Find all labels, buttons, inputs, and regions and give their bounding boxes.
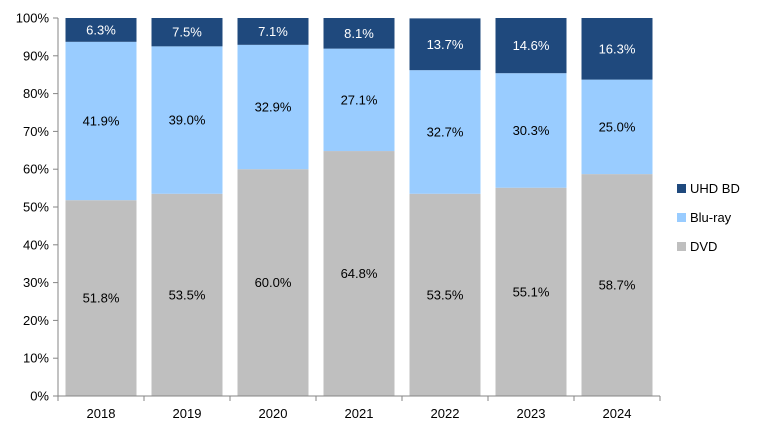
bar-blu-ray-2024 xyxy=(581,79,653,175)
y-tick-label-3: 30% xyxy=(23,275,49,290)
y-tick-label-6: 60% xyxy=(23,162,49,177)
bar-blu-ray-2019 xyxy=(151,46,223,194)
y-tick-label-4: 40% xyxy=(23,237,49,252)
legend-swatch-dvd xyxy=(677,242,686,251)
bar-blu-ray-2022 xyxy=(409,70,481,194)
data-label-dvd-2022: 53.5% xyxy=(427,287,464,302)
bar-blu-ray-2018 xyxy=(65,41,137,201)
bar-uhd-bd-2024 xyxy=(581,18,653,80)
data-label-uhd-bd-2022: 13.7% xyxy=(427,37,464,52)
bar-blu-ray-2020 xyxy=(237,44,309,170)
axes-layer: 0% 10% 20% 30% 40% 50% 60% 70% 80% 90% 100% 2018 201… xyxy=(16,11,661,421)
bar-dvd-2023 xyxy=(495,187,567,396)
data-label-blu-ray-2022: 32.7% xyxy=(427,124,464,139)
x-tick-label-2023: 2023 xyxy=(517,406,546,421)
data-label-dvd-2024: 58.7% xyxy=(599,278,636,293)
data-label-blu-ray-2018: 41.9% xyxy=(83,114,120,129)
data-label-dvd-2023: 55.1% xyxy=(513,284,550,299)
y-tick-label-5: 50% xyxy=(23,200,49,215)
data-label-uhd-bd-2020: 7.1% xyxy=(258,24,288,39)
data-label-blu-ray-2024: 25.0% xyxy=(599,119,636,134)
data-label-dvd-2018: 51.8% xyxy=(83,291,120,306)
bar-dvd-2018 xyxy=(65,200,137,396)
bar-uhd-bd-2022 xyxy=(409,18,481,71)
x-tick-label-2024: 2024 xyxy=(603,406,632,421)
x-tick-label-2018: 2018 xyxy=(87,406,116,421)
legend-swatch-uhd-bd xyxy=(677,184,686,193)
data-label-uhd-bd-2021: 8.1% xyxy=(344,26,374,41)
bar-dvd-2021 xyxy=(323,151,395,396)
data-labels-layer: 51.8% 41.9% 6.3% 53.5% 39.0% 7.5% 60.0% 32.9% 7.… xyxy=(83,22,636,305)
bar-dvd-2024 xyxy=(581,174,653,396)
bar-uhd-bd-2018 xyxy=(65,18,137,42)
bar-uhd-bd-2019 xyxy=(151,18,223,47)
y-tick-label-7: 70% xyxy=(23,124,49,139)
bar-uhd-bd-2021 xyxy=(323,18,395,49)
data-label-uhd-bd-2018: 6.3% xyxy=(86,22,116,37)
x-tick-label-2021: 2021 xyxy=(345,406,374,421)
data-label-dvd-2021: 64.8% xyxy=(341,266,378,281)
legend-swatch-blu-ray xyxy=(677,213,686,222)
bar-dvd-2022 xyxy=(409,193,481,396)
data-label-uhd-bd-2024: 16.3% xyxy=(599,41,636,56)
y-tick-label-1: 10% xyxy=(23,351,49,366)
legend-label-dvd: DVD xyxy=(690,239,717,254)
data-label-blu-ray-2019: 39.0% xyxy=(169,113,206,128)
legend-label-blu-ray: Blu-ray xyxy=(690,210,732,225)
bar-dvd-2020 xyxy=(237,169,309,396)
bar-blu-ray-2023 xyxy=(495,73,567,188)
bar-uhd-bd-2020 xyxy=(237,18,309,45)
data-label-blu-ray-2023: 30.3% xyxy=(513,123,550,138)
y-tick-label-10: 100% xyxy=(16,11,50,26)
data-label-blu-ray-2021: 27.1% xyxy=(341,92,378,107)
y-tick-label-9: 90% xyxy=(23,48,49,63)
x-tick-label-2020: 2020 xyxy=(259,406,288,421)
data-label-blu-ray-2020: 32.9% xyxy=(255,100,292,115)
bar-uhd-bd-2023 xyxy=(495,18,567,74)
x-tick-label-2022: 2022 xyxy=(431,406,460,421)
bar-blu-ray-2021 xyxy=(323,48,395,152)
y-tick-label-8: 80% xyxy=(23,86,49,101)
bar-dvd-2019 xyxy=(151,193,223,396)
x-tick-label-2019: 2019 xyxy=(173,406,202,421)
data-label-uhd-bd-2019: 7.5% xyxy=(172,25,202,40)
legend-label-uhd-bd: UHD BD xyxy=(690,181,740,196)
data-label-dvd-2020: 60.0% xyxy=(255,275,292,290)
bars-layer xyxy=(65,18,653,396)
data-label-uhd-bd-2023: 14.6% xyxy=(513,38,550,53)
y-tick-label-2: 20% xyxy=(23,313,49,328)
data-label-dvd-2019: 53.5% xyxy=(169,287,206,302)
legend: UHD BD Blu-ray DVD xyxy=(677,181,740,254)
y-tick-label-0: 0% xyxy=(30,389,49,404)
